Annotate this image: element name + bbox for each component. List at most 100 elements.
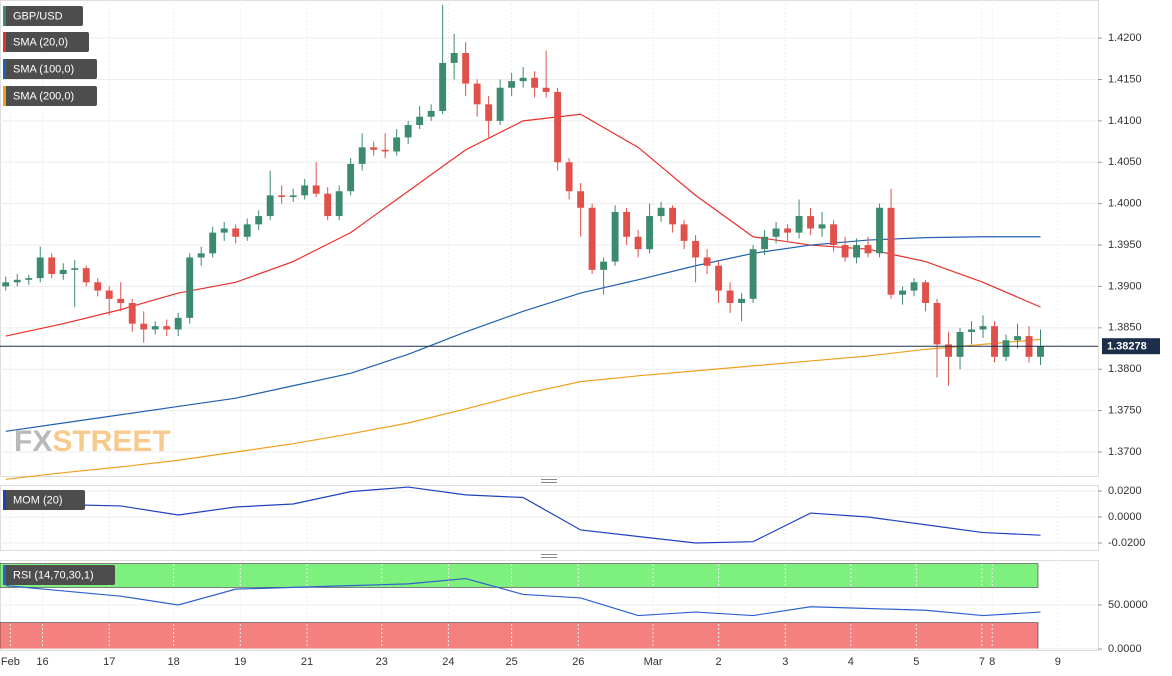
candle-body	[519, 77, 527, 82]
candle-body	[473, 83, 481, 105]
legend-swatch	[3, 565, 6, 585]
candle-body	[117, 298, 125, 303]
candle-body	[634, 236, 642, 250]
candle-body	[646, 216, 654, 250]
candle-body	[243, 224, 251, 237]
candle-body	[25, 278, 33, 280]
x-tick-label: 18	[167, 656, 179, 668]
candle-body	[565, 162, 573, 192]
candle-body	[82, 268, 90, 283]
legend-label: SMA (100,0)	[13, 63, 74, 75]
candle-body	[404, 125, 412, 138]
candle-body	[864, 245, 872, 254]
candle-body	[312, 185, 320, 194]
candle-body	[899, 290, 906, 295]
candle-body	[485, 104, 493, 121]
legend-box	[3, 490, 85, 510]
x-tick-label: 8	[989, 656, 995, 668]
indicator-line	[5, 577, 1041, 617]
panel: 0.0200 0.0000 -0.0200 MOM (20)	[0, 485, 1145, 551]
y-tick-label: 1.4150	[1108, 73, 1142, 85]
candle-body	[301, 185, 309, 196]
candle-body	[439, 62, 447, 111]
legend-swatch	[3, 6, 6, 26]
legend-label: RSI (14,70,30,1)	[13, 569, 94, 581]
candle-body	[450, 52, 458, 63]
legend-label: SMA (20,0)	[13, 36, 68, 48]
watermark-part: FX	[14, 425, 52, 458]
y-tick-label: 1.4050	[1108, 156, 1142, 168]
candle-body	[1037, 346, 1044, 357]
legend-swatch	[3, 32, 6, 52]
candle-body	[105, 290, 113, 299]
candle-body	[416, 116, 424, 126]
candle-body	[94, 282, 102, 291]
candle-body	[657, 207, 665, 217]
candle-body	[255, 216, 263, 225]
legend-label: GBP/USD	[13, 10, 63, 22]
x-tick-label: 4	[848, 656, 854, 668]
x-tick-label: 21	[301, 656, 313, 668]
legend-box	[3, 565, 115, 585]
candle-body	[197, 253, 205, 258]
candle-body	[335, 191, 343, 217]
candle-body	[692, 240, 700, 258]
last-price-label: 1.38278	[1107, 341, 1147, 353]
candle-body	[36, 257, 44, 279]
candle-body	[784, 228, 792, 233]
candle-body	[956, 331, 964, 357]
candle-body	[853, 245, 861, 258]
band	[0, 622, 1039, 650]
x-tick-label: 16	[36, 656, 48, 668]
candle-body	[968, 329, 975, 332]
x-tick-label: 7	[979, 656, 985, 668]
watermark-part: STREET	[52, 425, 170, 458]
candle-body	[542, 87, 550, 92]
legend-box	[3, 59, 97, 79]
candle-body	[289, 195, 297, 198]
x-tick-label: 5	[913, 656, 919, 668]
candle-body	[393, 137, 401, 152]
x-tick-label: 25	[506, 656, 518, 668]
candle-body	[818, 224, 826, 229]
candle-body	[876, 207, 883, 254]
legend-swatch	[3, 490, 6, 510]
y-tick-label: 0.0000	[1108, 643, 1142, 655]
candle-body	[266, 195, 274, 217]
legend-box	[3, 86, 97, 106]
candle-body	[209, 232, 217, 254]
legend-swatch	[3, 86, 6, 106]
y-tick-label: 1.3900	[1108, 280, 1142, 292]
candle-body	[1014, 336, 1021, 341]
candle-body	[496, 87, 504, 121]
candle-body	[48, 257, 56, 275]
x-tick-label: 23	[376, 656, 388, 668]
x-tick-label: 2	[716, 656, 722, 668]
candle-body	[841, 245, 849, 258]
y-tick-label: 50.0000	[1108, 599, 1148, 611]
candle-body	[531, 77, 539, 88]
candle-body	[163, 326, 171, 330]
candle-body	[59, 269, 67, 275]
panel-frame	[0, 0, 1099, 477]
candle-body	[358, 147, 366, 164]
panel: 50.0000 0.0000 RSI (14,70,30,1)	[0, 560, 1148, 655]
legend-label: SMA (200,0)	[13, 90, 74, 102]
candle-body	[772, 228, 780, 237]
band	[0, 563, 1039, 588]
candle-body	[174, 317, 182, 330]
y-tick-label: 1.3800	[1108, 363, 1142, 375]
candle-body	[738, 298, 746, 303]
candle-body	[669, 207, 677, 225]
candle-body	[680, 224, 688, 241]
y-tick-label: 0.0200	[1108, 485, 1142, 497]
candle-body	[381, 149, 389, 152]
candle-body	[324, 193, 332, 217]
x-tick-label: 17	[103, 656, 115, 668]
candle-body	[232, 228, 240, 237]
candle-body	[887, 207, 895, 295]
candle-body	[151, 326, 159, 330]
watermark: FXSTREET	[14, 425, 171, 458]
